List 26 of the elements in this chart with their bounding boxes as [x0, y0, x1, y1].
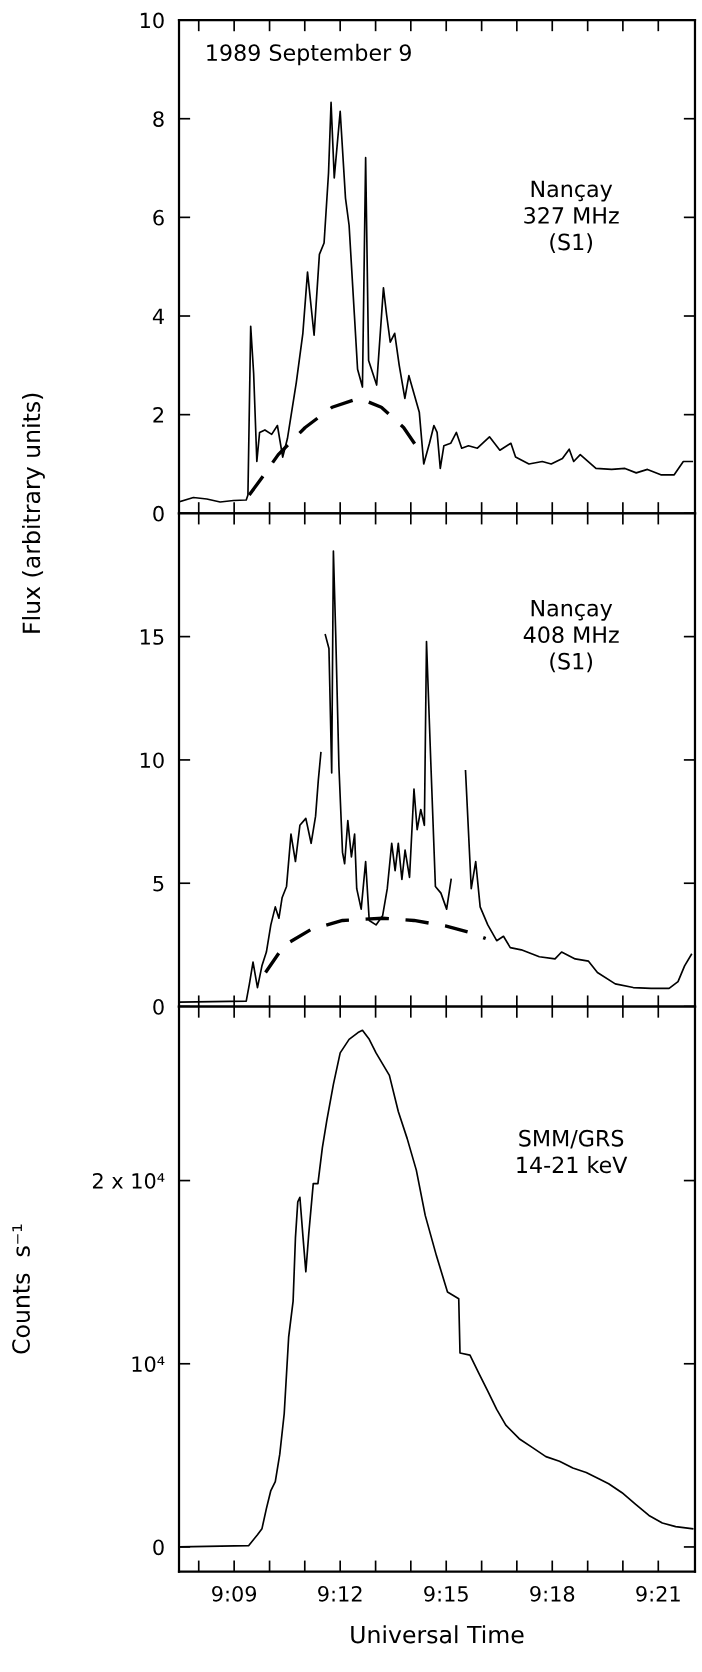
y-tick-label: 6 — [153, 209, 164, 226]
y-tick-label: 10⁴ — [132, 1356, 165, 1372]
annotation: 1989 September 9 — [207, 43, 411, 66]
y-tick-label: 0 — [153, 505, 164, 522]
y-axis-title: Flux (arbitrary units) — [22, 393, 45, 633]
y-tick-label: 8 — [153, 111, 164, 127]
y-tick-label: 10 — [140, 12, 164, 29]
y-tick-label: 5 — [153, 875, 164, 892]
y-tick-label: 10 — [140, 752, 164, 769]
y-tick-label: 2 — [153, 407, 164, 423]
annotation: Nançay 327 MHz (S1) — [524, 180, 619, 253]
line-series — [263, 916, 488, 975]
x-tick-label: 9:21 — [636, 1585, 680, 1602]
x-tick-label: 9:18 — [530, 1585, 575, 1602]
x-tick-label: 9:09 — [212, 1585, 257, 1602]
y-tick-label: 4 — [152, 308, 164, 324]
x-tick-label: 9:12 — [318, 1585, 362, 1602]
x-axis-title: Universal Time — [351, 1625, 524, 1644]
y-tick-label: 15 — [140, 629, 164, 645]
annotation: SMM/GRS 14-21 keV — [517, 1129, 628, 1174]
y-tick-label: 0 — [153, 999, 164, 1015]
annotation: Nançay 408 MHz (S1) — [523, 599, 619, 673]
y-tick-label: 0 — [153, 1539, 164, 1556]
x-tick-label: 9:15 — [424, 1585, 468, 1602]
y-tick-label: 2 x 10⁴ — [92, 1173, 165, 1189]
y-axis-title: Counts s⁻¹ — [12, 1224, 30, 1354]
